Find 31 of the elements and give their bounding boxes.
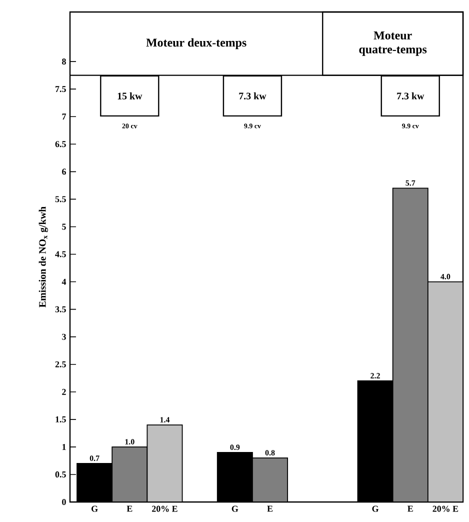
y-tick-label: 6.5 — [55, 141, 66, 148]
y-tick-label: 0.5 — [55, 471, 66, 478]
y-tick-label: 0 — [62, 498, 66, 506]
y-tick-label: 4 — [62, 278, 66, 285]
annotation: 7.3 kw — [397, 92, 424, 100]
y-tick-label: 5.5 — [55, 196, 66, 202]
annotation: Moteur quatre-temps — [359, 32, 427, 56]
x-tick-label: G — [372, 506, 379, 512]
y-tick-label: 1.5 — [56, 416, 66, 422]
y-tick-label: 8 — [62, 58, 66, 65]
annotation: Moteur deux-temps — [146, 38, 246, 50]
x-tick-label: G — [92, 506, 98, 512]
x-tick-label: 20% E — [152, 506, 178, 512]
x-tick-label: E — [408, 506, 413, 512]
y-tick-label: 7 — [62, 114, 66, 120]
y-tick-label: 7.5 — [56, 86, 66, 92]
y-tick-label: 6 — [62, 168, 66, 175]
y-tick-label: 3 — [62, 334, 66, 340]
y-axis-title: Emission de NO$_{x}$ g/kwh — [38, 206, 48, 308]
annotation: 7.3 kw — [239, 92, 266, 100]
x-tick-label: 20% E — [432, 506, 458, 512]
y-tick-label: 2 — [62, 388, 66, 395]
y-tick-label: 5 — [62, 224, 66, 230]
y-tick-label: 1 — [62, 444, 66, 450]
x-tick-label: E — [126, 506, 132, 512]
y-tick-label: 2.5 — [55, 361, 66, 368]
x-tick-label: G — [232, 506, 238, 512]
x-tick-label: E — [267, 506, 273, 512]
y-tick-label: 4.5 — [55, 251, 66, 258]
annotation: 15 kw — [118, 92, 142, 100]
y-tick-label: 3.5 — [55, 306, 66, 312]
